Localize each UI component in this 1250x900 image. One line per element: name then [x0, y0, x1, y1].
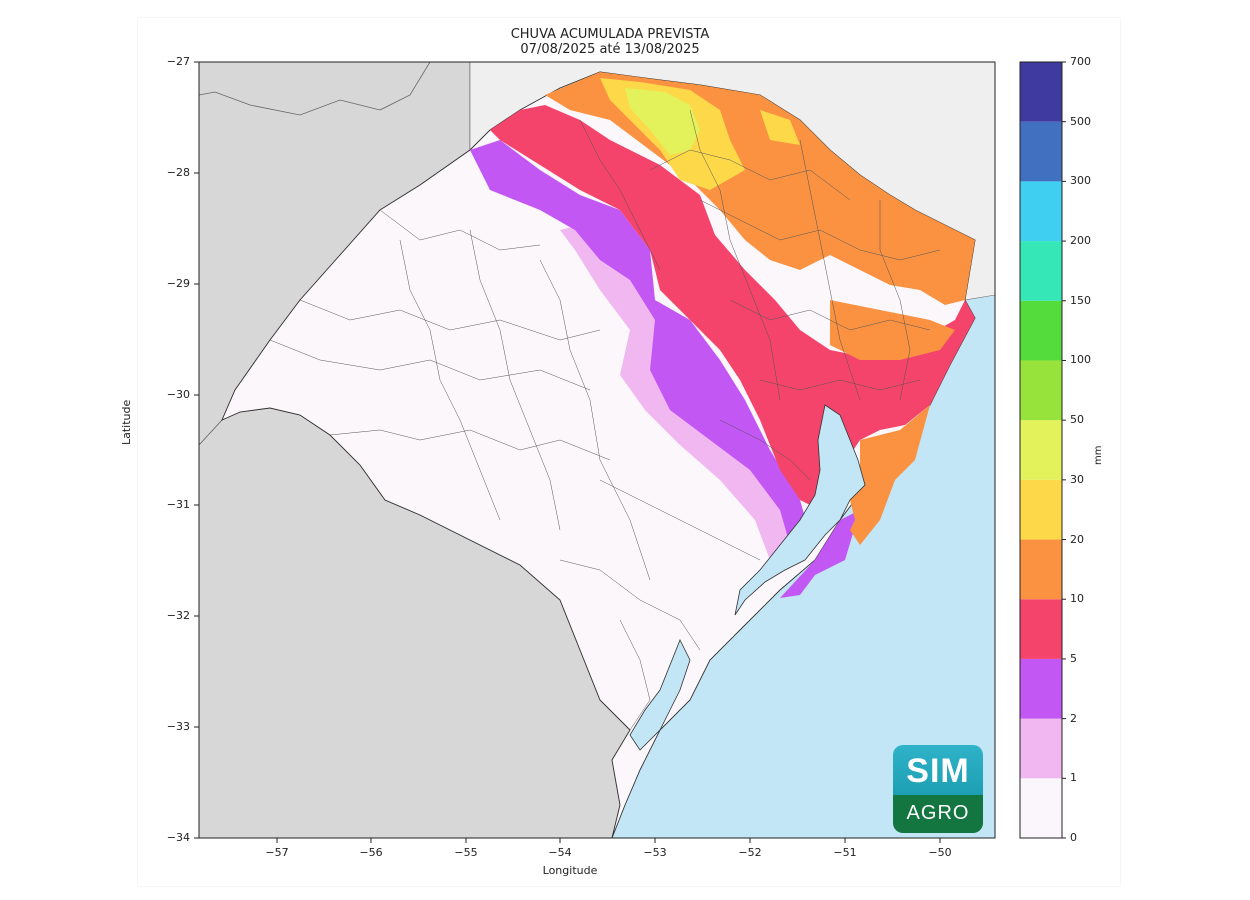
- colorbar-tick-label: 700: [1070, 55, 1091, 68]
- plot-frame: [198, 61, 996, 839]
- y-tick-label: −28: [166, 166, 190, 179]
- y-tick-label: −29: [166, 277, 190, 290]
- colorbar-tick-label: 100: [1070, 353, 1091, 367]
- colorbar-swatch: [1020, 300, 1062, 361]
- y-tick-label: −31: [166, 498, 190, 511]
- y-tick-label: −30: [166, 388, 190, 401]
- chart-title: CHUVA ACUMULADA PREVISTA: [510, 27, 710, 42]
- x-tick-label: −53: [643, 846, 667, 859]
- y-tick-label: −34: [166, 831, 190, 844]
- y-tick-marks: [194, 61, 199, 839]
- colorbar-swatch: [1020, 718, 1062, 779]
- colorbar-tick-label: 150: [1070, 293, 1091, 307]
- colorbar-swatch: [1020, 121, 1062, 182]
- y-tick-label: −27: [166, 55, 190, 68]
- colorbar-tick-label: 5: [1070, 651, 1077, 665]
- chart-subtitle: 07/08/2025 até 13/08/2025: [520, 42, 700, 57]
- colorbar-tick-label: 10: [1070, 592, 1084, 606]
- colorbar-tick-label: 200: [1070, 234, 1091, 248]
- colorbar-tick-label: 2: [1070, 711, 1077, 725]
- colorbar-tick-label: 300: [1070, 174, 1091, 188]
- rain-zone-5-10mm: [490, 105, 975, 510]
- rain-zone-10-20mm: [545, 72, 975, 545]
- lagoa-mirim: [629, 639, 691, 751]
- colorbar-tick-label: 0: [1070, 831, 1077, 844]
- x-tick-label: −51: [833, 846, 857, 859]
- colorbar-frame: [1019, 61, 1063, 839]
- lagoa-dos-patos: [734, 404, 866, 616]
- colorbar-swatch: [1020, 181, 1062, 242]
- colorbar-tick-label: 1: [1070, 771, 1077, 785]
- y-tick-label: −33: [166, 720, 190, 733]
- logo-agro-text: AGRO: [893, 795, 983, 833]
- colorbar-swatch: [1020, 241, 1062, 301]
- colorbar-swatch: [1020, 539, 1062, 600]
- logo-sim-text: SIM: [893, 745, 983, 795]
- sim-agro-logo: SIM AGRO: [893, 745, 983, 833]
- colorbar-swatch: [1020, 479, 1062, 540]
- rain-zone-30-50mm: [625, 88, 700, 155]
- colorbar: [1020, 61, 1066, 839]
- y-tick-label: −32: [166, 609, 190, 622]
- municipal-boundaries: [269, 109, 941, 731]
- y-axis-label: Latitude: [120, 399, 133, 445]
- colorbar-swatch: [1020, 62, 1062, 122]
- x-tick-label: −52: [738, 846, 762, 859]
- x-tick-marks: [276, 838, 941, 843]
- x-tick-label: −57: [265, 846, 289, 859]
- x-tick-label: −50: [928, 846, 952, 859]
- x-axis-label: Longitude: [542, 864, 598, 877]
- colorbar-swatch: [1020, 658, 1062, 719]
- colorbar-swatch: [1020, 778, 1062, 838]
- colorbar-swatch: [1020, 420, 1062, 480]
- colorbar-swatch: [1020, 599, 1062, 659]
- colorbar-tick-label: 500: [1070, 114, 1091, 128]
- rain-zone-2-5mm: [470, 140, 860, 598]
- colorbar-tick-label: 20: [1070, 532, 1084, 546]
- colorbar-swatch: [1020, 360, 1062, 421]
- colorbar-tick-label: 30: [1070, 472, 1084, 486]
- x-tick-label: −54: [548, 846, 572, 859]
- colorbar-unit-label: mm: [1093, 445, 1104, 465]
- colorbar-tick-label: 50: [1070, 413, 1084, 427]
- x-tick-label: −56: [359, 846, 383, 859]
- x-tick-label: −55: [454, 846, 478, 859]
